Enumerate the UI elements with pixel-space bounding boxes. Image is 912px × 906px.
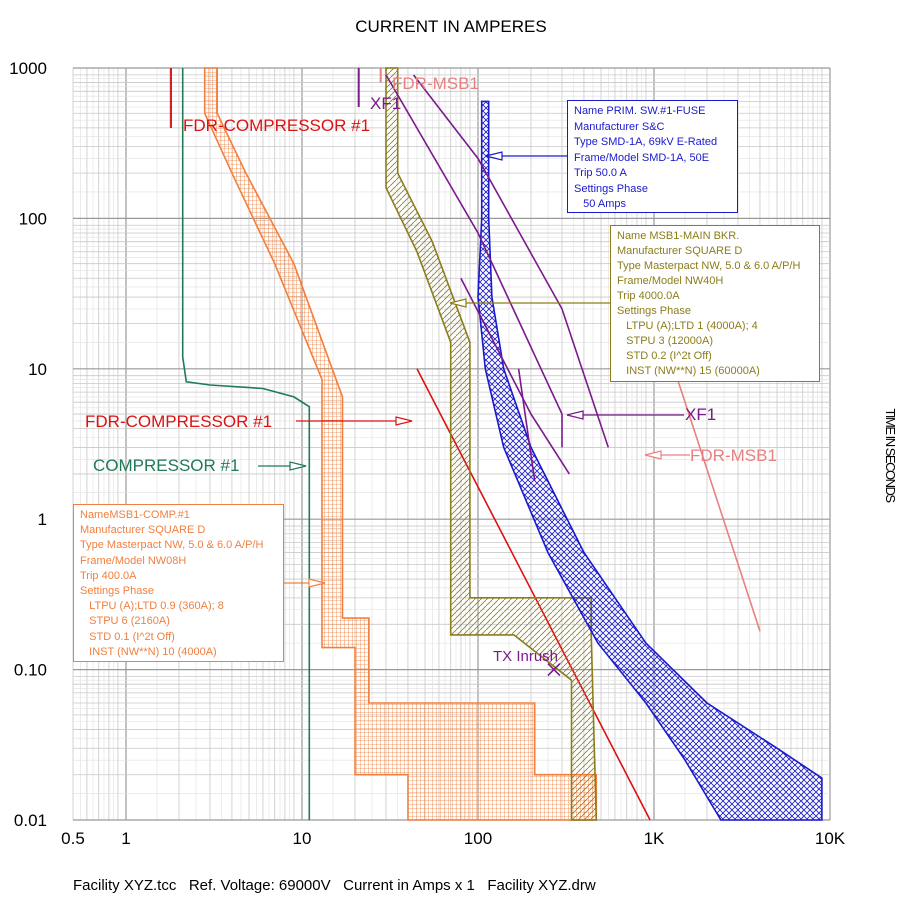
x-tick-label: 1K (644, 829, 665, 848)
x-tick-label: 10K (815, 829, 846, 848)
info-line: NameMSB1-COMP.#1 (80, 509, 190, 521)
info-line: Trip 400.0A (80, 569, 137, 582)
info-box-comp-breaker: NameMSB1-COMP.#1 Manufacturer SQUARE D T… (73, 504, 284, 662)
info-line: 50 Amps (574, 198, 626, 210)
tx-inrush-marker (547, 663, 561, 677)
footer-text: Facility XYZ.tcc Ref. Voltage: 69000V Cu… (73, 877, 596, 894)
label-fdr-compressor: FDR-COMPRESSOR #1 (85, 412, 272, 431)
series-layer (169, 67, 823, 821)
label-xf1: XF1 (685, 405, 716, 424)
label-fdr-compressor-top: FDR-COMPRESSOR #1 (183, 116, 370, 135)
label-tx-inrush: TX Inrush (493, 648, 558, 665)
series-compressor-1 (181, 68, 311, 820)
y-tick-label: 0.10 (14, 661, 47, 680)
x-tick-label: 100 (464, 829, 492, 848)
info-line: Settings Phase (574, 182, 648, 195)
info-line: Settings Phase (617, 305, 691, 317)
x-tick-label: 0.5 (61, 829, 85, 848)
info-line: Frame/Model NW08H (80, 554, 187, 567)
y-tick-label: 100 (19, 209, 47, 228)
info-line: Frame/Model SMD-1A, 50E (574, 151, 710, 164)
axis-ticks: 0.5 1 10 100 1K 10K 1000 100 10 1 0.10 0.01 (9, 59, 846, 848)
main-breaker-leader-head (449, 298, 467, 308)
info-line: STD 0.1 (I^2t Off) (80, 630, 175, 643)
info-box-fuse: Name PRIM. SW.#1-FUSE Manufacturer S&C T… (567, 100, 738, 213)
compressor-leader-head (289, 461, 307, 471)
y-tick-label: 0.01 (14, 811, 47, 830)
series-fdr-msb1 (673, 368, 761, 632)
info-line: Trip 4000.0A (617, 290, 680, 302)
info-line: Type SMD-1A, 69kV E-Rated (574, 136, 718, 148)
chart-title: CURRENT IN AMPERES (355, 17, 546, 36)
info-line: STPU 6 (2160A) (80, 615, 170, 628)
info-line: LTPU (A);LTD 1 (4000A); 4 (617, 320, 758, 332)
x-tick-label: 1 (121, 829, 130, 848)
series-msb1-main-bkr (385, 67, 598, 821)
info-line: Manufacturer S&C (574, 120, 665, 133)
comp-breaker-leader-head (308, 578, 326, 588)
info-line: INST (NW**N) 15 (60000A) (617, 365, 760, 377)
info-line: Settings Phase (80, 585, 154, 598)
series-prim-sw-1-fuse (477, 100, 823, 821)
info-line: Name MSB1-MAIN BKR. (617, 230, 740, 242)
info-line: Name PRIM. SW.#1-FUSE (574, 105, 706, 117)
y-tick-label: 1000 (9, 59, 47, 78)
info-line: STD 0.2 (I^2t Off) (617, 350, 712, 362)
series-xf1 (460, 277, 570, 475)
series-xf1 (412, 74, 610, 448)
fdr-msb1-leader-head (644, 450, 662, 460)
series-xf1 (385, 74, 563, 448)
info-line: Manufacturer SQUARE D (80, 524, 206, 537)
info-line: STPU 3 (12000A) (617, 335, 713, 347)
y-axis-label: TIME IN SECONDS (883, 408, 898, 503)
fdr-compressor-leader-head (395, 416, 413, 426)
info-box-main-breaker: Name MSB1-MAIN BKR. Manufacturer SQUARE … (610, 225, 820, 382)
info-line: Frame/Model NW40H (617, 275, 724, 287)
label-compressor: COMPRESSOR #1 (93, 456, 239, 475)
label-fdr-msb1: FDR-MSB1 (690, 446, 777, 465)
info-line: Trip 50.0 A (574, 167, 627, 179)
xf1-leader-head (566, 410, 584, 420)
label-xf1-top: XF1 (370, 94, 401, 113)
fuse-leader-head (485, 151, 503, 161)
info-line: INST (NW**N) 10 (4000A) (80, 645, 217, 658)
info-line: LTPU (A);LTD 0.9 (360A); 8 (80, 600, 224, 613)
info-line: Type Masterpact NW, 5.0 & 6.0 A/P/H (80, 539, 264, 552)
info-line: Manufacturer SQUARE D (617, 245, 743, 257)
series-xf1 (517, 368, 536, 481)
label-fdr-msb1-top: FDR-MSB1 (392, 74, 479, 93)
x-tick-label: 10 (293, 829, 312, 848)
y-tick-label: 10 (28, 360, 47, 379)
y-tick-label: 1 (38, 510, 47, 529)
info-line: Type Masterpact NW, 5.0 & 6.0 A/P/H (617, 260, 801, 272)
